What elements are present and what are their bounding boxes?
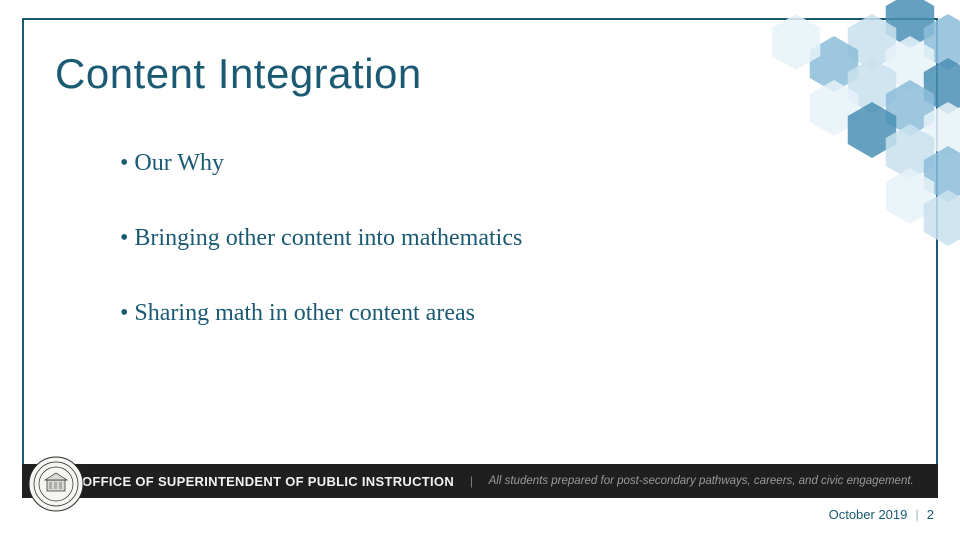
bullet-item: Our Why	[120, 150, 880, 177]
bullet-item: Sharing math in other content areas	[120, 300, 880, 327]
slide: Content Integration Our Why Bringing oth…	[0, 0, 960, 540]
footer-org: OFFICE OF SUPERINTENDENT OF PUBLIC INSTR…	[82, 474, 454, 489]
footer-bar: OFFICE OF SUPERINTENDENT OF PUBLIC INSTR…	[22, 464, 938, 498]
footer-tagline: All students prepared for post-secondary…	[489, 475, 914, 487]
footer-separator: |	[470, 473, 473, 489]
page-meta: October 2019 | 2	[829, 507, 934, 522]
slide-number: 2	[927, 507, 934, 522]
meta-separator: |	[915, 507, 918, 522]
slide-date: October 2019	[829, 507, 908, 522]
slide-title: Content Integration	[55, 50, 422, 98]
bullet-item: Bringing other content into mathematics	[120, 225, 880, 252]
ospi-seal-icon	[28, 456, 84, 512]
bullet-list: Our Why Bringing other content into math…	[120, 150, 880, 375]
